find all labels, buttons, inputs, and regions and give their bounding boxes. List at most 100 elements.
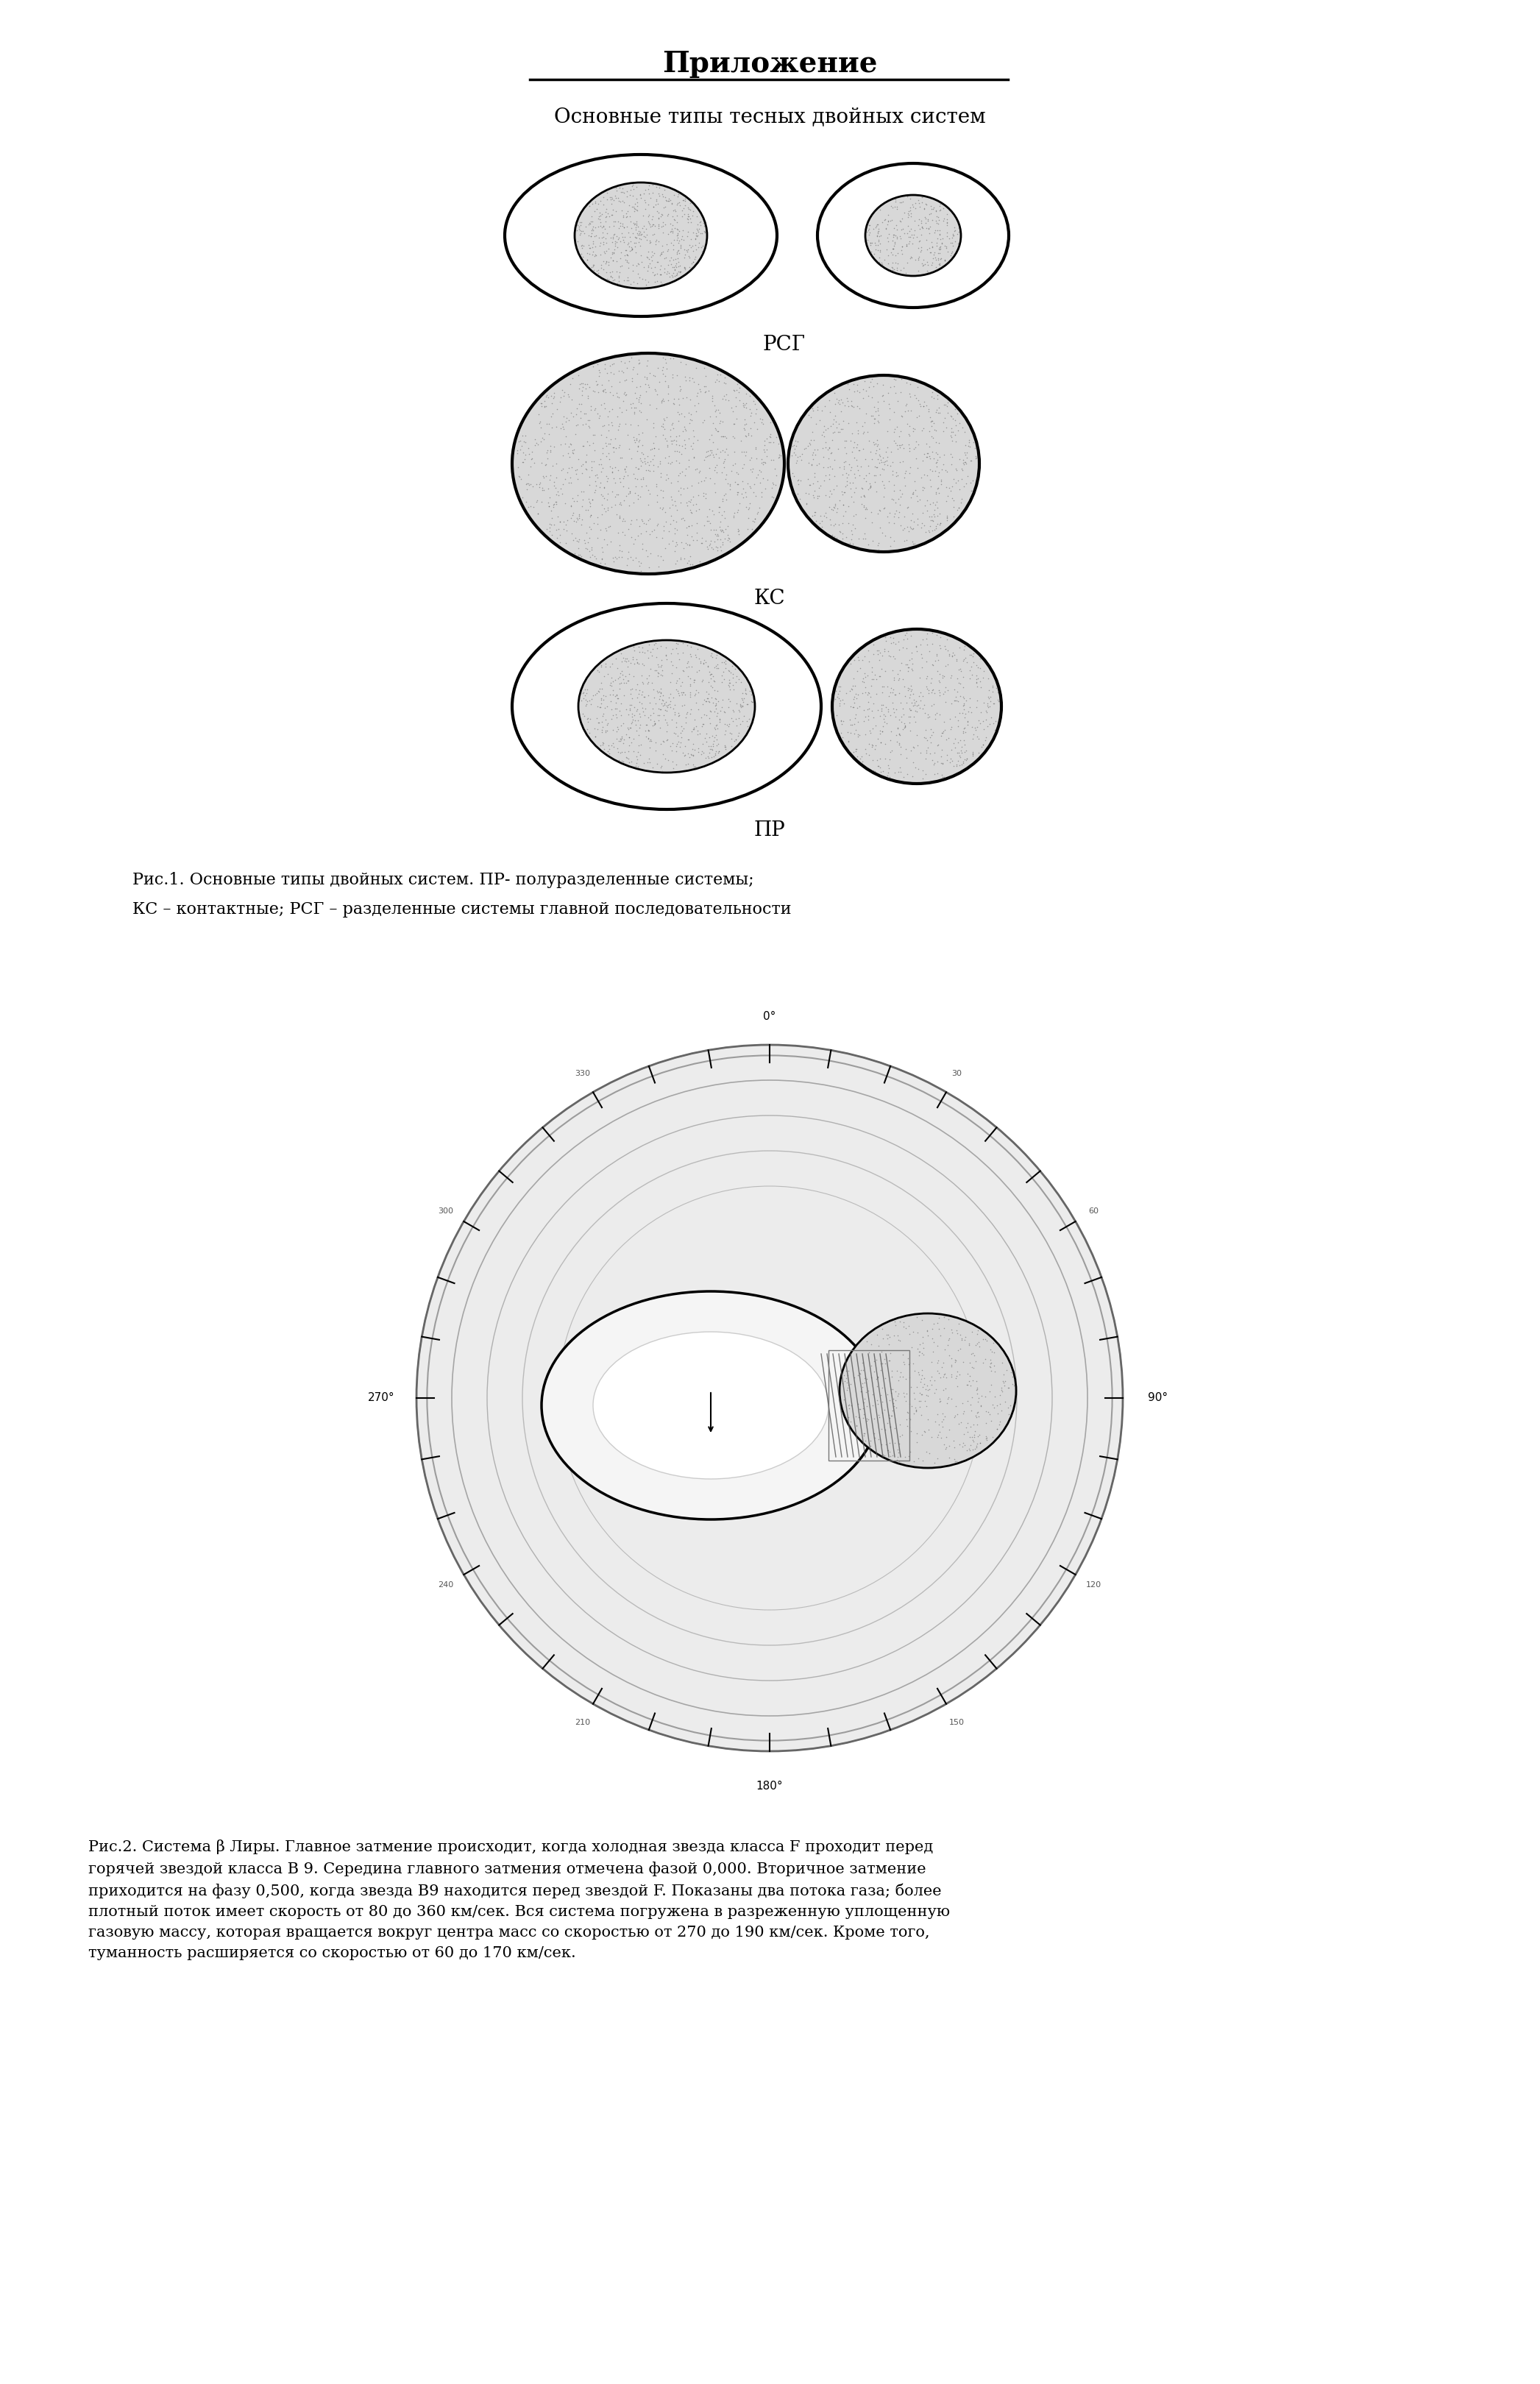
Point bbox=[822, 396, 847, 434]
Point bbox=[881, 215, 906, 253]
Point bbox=[576, 713, 601, 751]
Point bbox=[695, 527, 719, 565]
Point bbox=[913, 246, 938, 284]
Point bbox=[721, 658, 745, 696]
Point bbox=[559, 379, 584, 417]
Point bbox=[956, 691, 981, 730]
Point bbox=[932, 241, 956, 279]
Point bbox=[662, 248, 687, 286]
Point bbox=[927, 627, 952, 665]
Point bbox=[801, 436, 825, 474]
Point bbox=[682, 241, 707, 279]
Point bbox=[852, 691, 876, 730]
Point bbox=[676, 191, 701, 229]
Point bbox=[559, 515, 584, 553]
Point bbox=[670, 198, 695, 236]
Point bbox=[966, 1395, 990, 1433]
Point bbox=[570, 365, 594, 403]
Point bbox=[671, 737, 696, 775]
Point bbox=[727, 513, 752, 551]
Point bbox=[861, 741, 885, 780]
Point bbox=[633, 513, 658, 551]
Point bbox=[892, 696, 916, 734]
Point bbox=[867, 713, 892, 751]
Point bbox=[852, 477, 876, 515]
Point bbox=[878, 401, 902, 439]
Point bbox=[961, 462, 986, 501]
Point bbox=[648, 234, 673, 272]
Point bbox=[916, 675, 941, 713]
Point bbox=[924, 615, 949, 653]
Point bbox=[921, 646, 946, 684]
Point bbox=[884, 491, 909, 529]
Point bbox=[628, 212, 653, 250]
Point bbox=[610, 718, 634, 756]
Point bbox=[870, 672, 895, 710]
Point bbox=[667, 417, 691, 455]
Point bbox=[939, 1311, 964, 1349]
Point bbox=[873, 1345, 898, 1383]
Point bbox=[875, 1316, 899, 1354]
Point bbox=[972, 684, 996, 722]
Point bbox=[976, 679, 1001, 718]
Point bbox=[647, 207, 671, 246]
Point bbox=[875, 1404, 899, 1442]
Point bbox=[910, 758, 935, 796]
Point bbox=[844, 730, 869, 768]
Point bbox=[578, 229, 602, 267]
Point bbox=[913, 620, 938, 658]
Point bbox=[910, 1335, 935, 1373]
Point bbox=[824, 467, 849, 505]
Point bbox=[676, 734, 701, 772]
Point bbox=[952, 687, 976, 725]
Point bbox=[921, 670, 946, 708]
Point bbox=[684, 198, 708, 236]
Point bbox=[921, 484, 946, 522]
Point bbox=[590, 539, 614, 577]
Point bbox=[966, 718, 990, 756]
Point bbox=[684, 348, 708, 386]
Point bbox=[662, 257, 687, 296]
Point bbox=[576, 465, 601, 503]
Point bbox=[553, 460, 578, 498]
Point bbox=[884, 219, 909, 257]
Point bbox=[656, 374, 681, 412]
Point bbox=[973, 1404, 998, 1442]
Point bbox=[929, 718, 953, 756]
Point bbox=[707, 412, 731, 451]
Point bbox=[648, 670, 673, 708]
Point bbox=[628, 377, 653, 415]
Point bbox=[681, 198, 705, 236]
Point bbox=[699, 679, 724, 718]
Point bbox=[741, 503, 765, 541]
Point bbox=[664, 727, 688, 765]
Point bbox=[861, 424, 885, 462]
Point bbox=[875, 203, 899, 241]
Point bbox=[594, 479, 619, 517]
Point bbox=[678, 491, 702, 529]
Point bbox=[656, 179, 681, 217]
Point bbox=[964, 663, 989, 701]
Point bbox=[956, 1361, 981, 1399]
Point bbox=[836, 389, 861, 427]
Point bbox=[614, 455, 639, 493]
Point bbox=[916, 434, 941, 472]
Point bbox=[611, 224, 636, 262]
Point bbox=[912, 386, 936, 424]
Point bbox=[842, 668, 867, 706]
Point bbox=[641, 403, 665, 441]
Point bbox=[627, 737, 651, 775]
Point bbox=[678, 739, 702, 777]
Point bbox=[679, 627, 704, 665]
Point bbox=[651, 253, 676, 291]
Point bbox=[571, 679, 596, 718]
Point bbox=[658, 682, 682, 720]
Point bbox=[921, 503, 946, 541]
Point bbox=[707, 493, 731, 532]
Point bbox=[952, 434, 976, 472]
Point bbox=[670, 675, 695, 713]
Point bbox=[975, 1321, 999, 1359]
Point bbox=[852, 489, 876, 527]
Point bbox=[627, 708, 651, 746]
Point bbox=[892, 1342, 916, 1380]
